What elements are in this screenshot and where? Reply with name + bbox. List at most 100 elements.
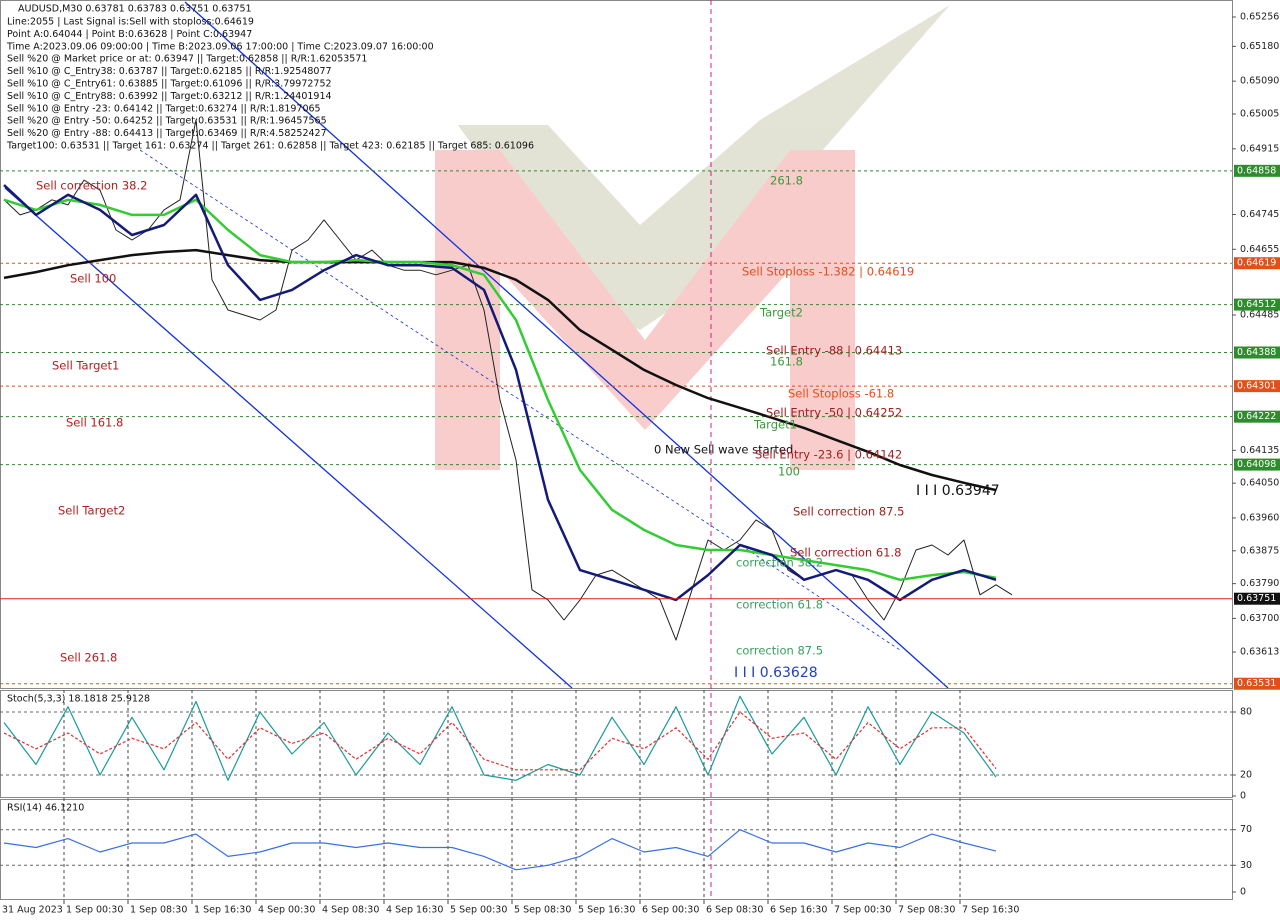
x-tick-label: 4 Sep 16:30	[386, 905, 443, 916]
chart-annotation: correction 87.5	[736, 644, 823, 658]
indicator-line	[3, 711, 997, 771]
y-tick-label: 0.64915	[1240, 143, 1279, 154]
stoch-title: Stoch(5,3,3) 18.1818 25.9128	[7, 694, 150, 705]
chart-annotation: Target1	[753, 418, 797, 432]
price-level-label: 0.64222	[1237, 411, 1276, 422]
chart-annotation: 100	[778, 465, 800, 479]
y-tick-label: 0	[1240, 887, 1246, 898]
indicator-line	[3, 829, 997, 871]
current-price-label: 0.63751	[1237, 593, 1276, 604]
info-line: Line:2055 | Last Signal is:Sell with sto…	[7, 17, 254, 28]
y-tick-label: 0.64655	[1240, 244, 1279, 255]
chart-annotation: Sell Entry -23.6 | 0.64142	[755, 448, 902, 462]
current-price-tag	[1234, 592, 1280, 605]
x-tick-label: 5 Sep 00:30	[450, 905, 507, 916]
y-tick-label: 30	[1240, 860, 1252, 871]
y-tick-label: 0.65180	[1240, 41, 1279, 52]
y-tick-label: 0.63875	[1240, 545, 1279, 556]
price-level-label: 0.64301	[1237, 381, 1276, 392]
info-line: Point A:0.64044 | Point B:0.63628 | Poin…	[7, 29, 252, 40]
chart-annotation: Sell 100	[70, 272, 116, 286]
info-line: Sell %10 @ Entry -23: 0.64142 || Target:…	[7, 103, 321, 114]
price-level-label: 0.64098	[1237, 459, 1276, 470]
rsi-title: RSI(14) 46.1210	[7, 803, 84, 814]
chart-annotation: Sell Target1	[52, 359, 119, 373]
price-level-tag	[1234, 458, 1280, 471]
y-tick-label: 0.65005	[1240, 109, 1279, 120]
info-line: Sell %10 @ C_Entry61: 0.63885 || Target:…	[7, 79, 332, 90]
chart-annotation: Sell Stoploss -1.382 | 0.64619	[742, 265, 914, 279]
chart-annotation: Sell correction 87.5	[793, 505, 904, 519]
x-tick-label: 5 Sep 16:30	[578, 905, 635, 916]
indicator-line	[3, 695, 997, 781]
chart-annotation: Sell Entry -50 | 0.64252	[766, 406, 902, 420]
indicator-line	[3, 198, 997, 582]
chart-annotation: Sell correction 61.8	[790, 546, 901, 560]
x-tick-label: 4 Sep 08:30	[322, 905, 379, 916]
chart-annotation: Sell Entry -88 | 0.64413	[766, 344, 902, 358]
chart-annotation: I I I 0.63947	[916, 483, 1000, 499]
channel-line	[4, 187, 573, 689]
price-level-label: 0.64619	[1237, 258, 1276, 269]
y-tick-label: 80	[1240, 707, 1252, 718]
y-tick-label: 0.65090	[1240, 76, 1279, 87]
price-level-tag	[1234, 677, 1280, 690]
indicator-line	[3, 248, 997, 492]
y-tick-label: 0.63700	[1240, 613, 1279, 624]
info-line: Sell %10 @ C_Entry88: 0.63992 || Target:…	[7, 91, 332, 102]
price-level-tag	[1234, 257, 1280, 270]
chart-annotation: Sell 261.8	[60, 651, 117, 665]
x-tick-label: 1 Sep 16:30	[194, 905, 251, 916]
info-line: Sell %10 @ C_Entry38: 0.63787 || Target:…	[7, 66, 332, 77]
watermark	[435, 5, 950, 470]
x-tick-label: 5 Sep 08:30	[514, 905, 571, 916]
chart-annotation: Target2	[759, 306, 803, 320]
info-line: Sell %20 @ Entry -88: 0.64413 || Target:…	[7, 128, 327, 139]
chart-annotation: 261.8	[770, 174, 803, 188]
y-tick-label: 20	[1240, 770, 1252, 781]
x-tick-label: 6 Sep 00:30	[642, 905, 699, 916]
channel-mid-line	[139, 149, 901, 651]
chart-annotation: I I I 0.63628	[734, 665, 818, 681]
x-tick-label: 1 Sep 00:30	[66, 905, 123, 916]
stoch-panel	[0, 690, 1233, 798]
x-tick-label: 7 Sep 00:30	[834, 905, 891, 916]
info-line: Time A:2023.09.06 09:00:00 | Time B:2023…	[6, 41, 434, 52]
y-tick-label: 0.63960	[1240, 512, 1279, 523]
price-level-tag	[1234, 298, 1280, 311]
chart-annotation: Sell correction 38.2	[36, 179, 147, 193]
watermark-chevron	[458, 5, 950, 330]
chart-annotation: 0 New Sell wave started	[654, 443, 793, 457]
x-tick-label: 31 Aug 2023	[2, 905, 63, 916]
chart-annotation: Sell 161.8	[66, 416, 123, 430]
y-tick-label: 0.64050	[1240, 478, 1279, 489]
chart-annotation: correction 61.8	[736, 598, 823, 612]
chart-annotation: correction 38.2	[736, 556, 823, 570]
price-level-label: 0.64858	[1237, 165, 1276, 176]
price-level-tag	[1234, 164, 1280, 177]
y-tick-label: 0.64745	[1240, 209, 1279, 220]
chart-title: AUDUSD,M30 0.63781 0.63783 0.63751 0.637…	[18, 4, 252, 15]
y-tick-label: 0.63613	[1240, 647, 1279, 658]
chart-annotation: 161.8	[770, 355, 803, 369]
price-level-tag	[1234, 380, 1280, 393]
x-tick-label: 6 Sep 08:30	[706, 905, 763, 916]
rsi-panel	[0, 799, 1233, 900]
price-level-label: 0.64512	[1237, 299, 1276, 310]
x-tick-label: 7 Sep 16:30	[962, 905, 1019, 916]
price-level-label: 0.64388	[1237, 347, 1276, 358]
y-tick-label: 0.64135	[1240, 445, 1279, 456]
indicator-line	[3, 184, 997, 602]
info-line: Sell %20 @ Entry -50: 0.64252 || Target:…	[7, 116, 327, 127]
x-tick-label: 7 Sep 08:30	[898, 905, 955, 916]
y-tick-label: 0.65256	[1240, 12, 1279, 23]
x-tick-label: 6 Sep 16:30	[770, 905, 827, 916]
chart-annotation: Sell Stoploss -61.8	[788, 387, 894, 401]
info-line: Sell %20 @ Market price or at: 0.63947 |…	[7, 54, 367, 65]
y-tick-label: 0.64485	[1240, 310, 1279, 321]
main-panel	[0, 0, 1233, 689]
price-level-tag	[1234, 346, 1280, 359]
y-tick-label: 0	[1240, 791, 1246, 802]
chart-annotation: Sell Target2	[58, 504, 125, 518]
